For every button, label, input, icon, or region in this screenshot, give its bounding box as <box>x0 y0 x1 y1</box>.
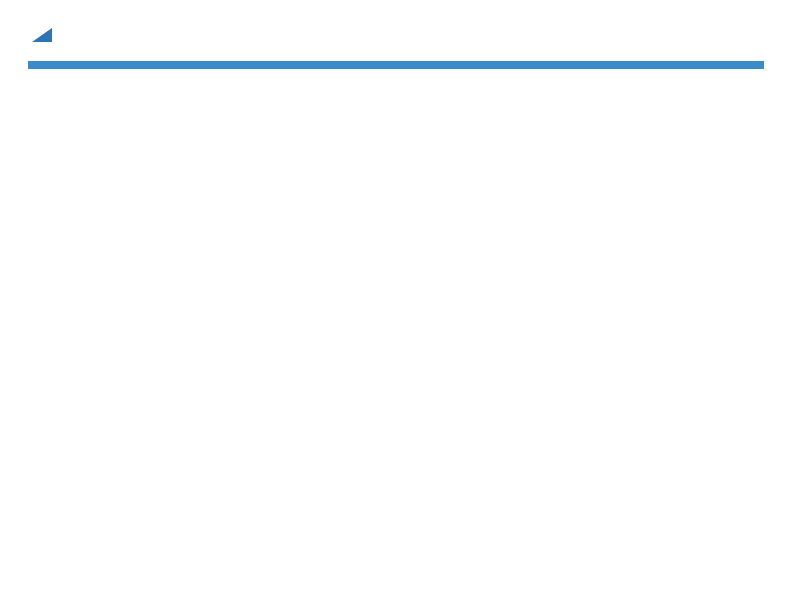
header <box>28 18 764 47</box>
triangle-icon <box>32 24 52 47</box>
weekday-header <box>659 61 764 69</box>
weekday-header <box>449 61 554 69</box>
brand-logo <box>28 24 54 47</box>
weekday-header <box>28 61 133 69</box>
calendar-table <box>28 61 764 69</box>
weekday-header <box>133 61 238 69</box>
weekday-header <box>238 61 343 69</box>
weekday-header <box>343 61 448 69</box>
weekday-header-row <box>28 61 764 69</box>
weekday-header <box>554 61 659 69</box>
